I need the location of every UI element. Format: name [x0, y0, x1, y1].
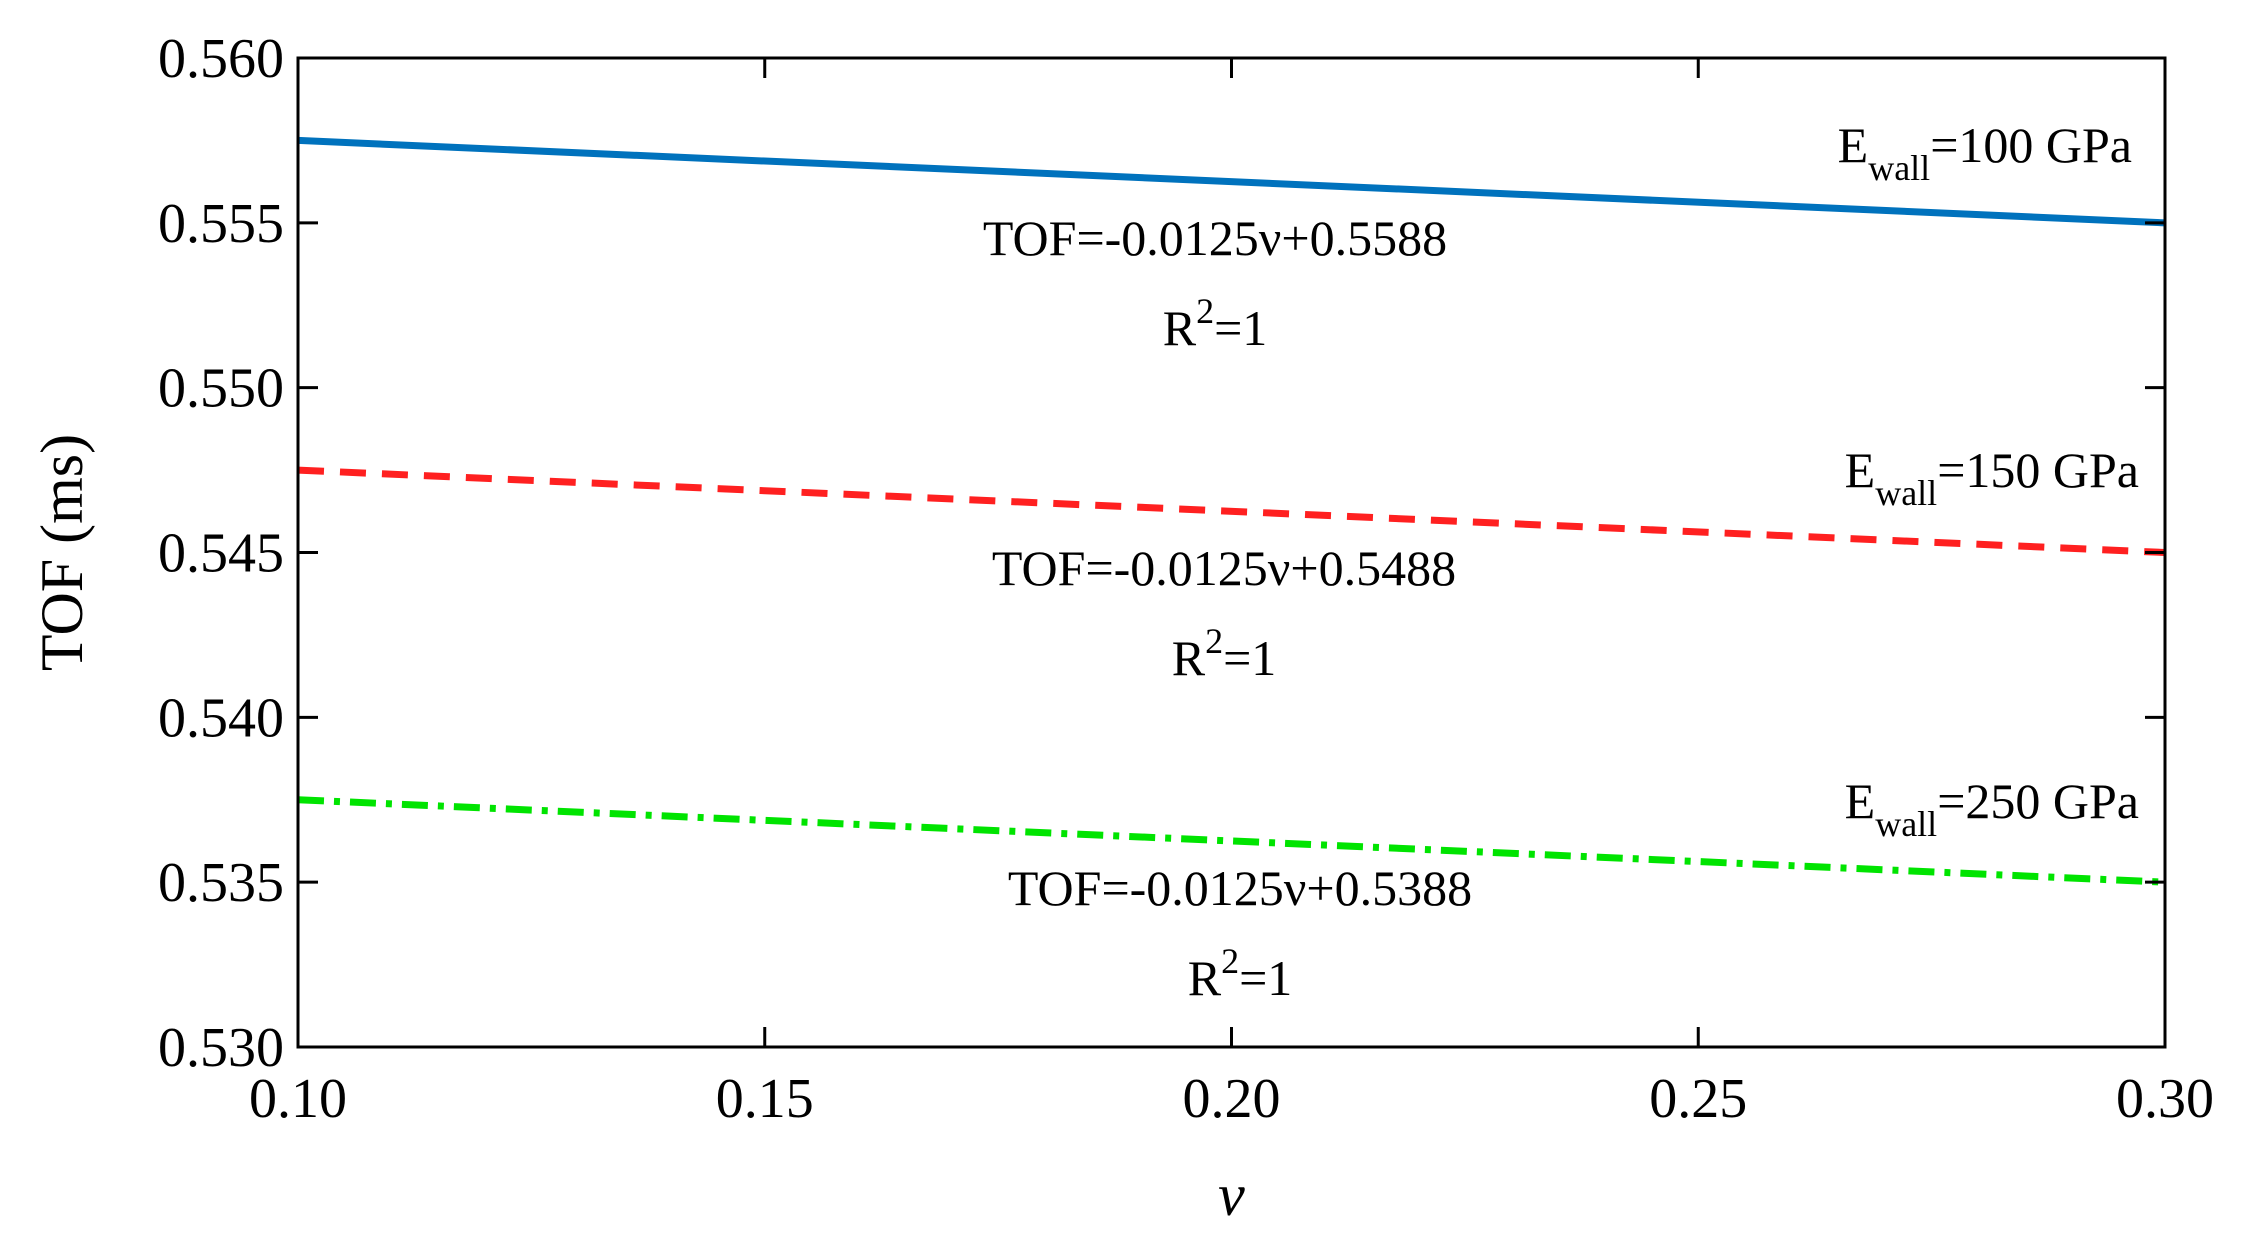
r-squared-suffix: =1 [1214, 300, 1267, 356]
y-tick-label: 0.545 [158, 523, 284, 585]
x-tick-label: 0.10 [249, 1068, 347, 1130]
series-label-3: Ewall=250 GPa [1845, 773, 2139, 844]
r-squared-sup: 2 [1221, 941, 1239, 981]
r-squared-prefix: R [1172, 630, 1206, 686]
y-tick-label: 0.540 [158, 687, 284, 749]
series-line-2 [297, 466, 2166, 556]
x-tick-label: 0.20 [1183, 1068, 1281, 1130]
annotation-layer: Ewall=100 GPaTOF=-0.0125ν+0.5588R2=1Ewal… [983, 117, 2139, 1006]
equation-label-3: TOF=-0.0125ν+0.5388 [1008, 860, 1472, 916]
r-squared-prefix: R [1188, 950, 1222, 1006]
x-tick-label: 0.25 [1649, 1068, 1747, 1130]
r-squared-label-2: R2=1 [1172, 621, 1277, 686]
r-squared-suffix: =1 [1239, 950, 1292, 1006]
series-label-1: Ewall=100 GPa [1838, 117, 2132, 188]
r-squared-sup: 2 [1205, 621, 1223, 661]
axes-layer: 0.10 0.15 0.20 0.25 0.30 0.530 0.535 0.540 0.545… [29, 28, 2214, 1228]
series-label-value: =150 GPa [1937, 442, 2139, 498]
y-axis-title: TOF (ms) [29, 434, 95, 671]
series-label-2: Ewall=150 GPa [1845, 442, 2139, 513]
equation-label-2: TOF=-0.0125ν+0.5488 [992, 540, 1456, 596]
x-axis-title: ν [1218, 1162, 1245, 1228]
r-squared-label-1: R2=1 [1163, 291, 1268, 356]
x-tick-label: 0.30 [2116, 1068, 2214, 1130]
r-squared-prefix: R [1163, 300, 1197, 356]
series-label-sub: wall [1875, 473, 1937, 513]
y-tick-label: 0.530 [158, 1017, 284, 1079]
series-label-value: =100 GPa [1930, 117, 2132, 173]
y-tick-label: 0.555 [158, 193, 284, 255]
series-label-value: =250 GPa [1937, 773, 2139, 829]
series-label-main: E [1845, 442, 1876, 498]
series-line-1 [297, 136, 2166, 227]
r-squared-label-3: R2=1 [1188, 941, 1293, 1006]
series-label-main: E [1838, 117, 1869, 173]
series-label-main: E [1845, 773, 1876, 829]
series-layer [297, 136, 2166, 886]
equation-label-1: TOF=-0.0125ν+0.5588 [983, 210, 1447, 266]
r-squared-suffix: =1 [1223, 630, 1276, 686]
series-label-sub: wall [1868, 148, 1930, 188]
series-label-sub: wall [1875, 804, 1937, 844]
r-squared-sup: 2 [1196, 291, 1214, 331]
y-tick-label: 0.535 [158, 852, 284, 914]
y-tick-label: 0.560 [158, 28, 284, 90]
x-tick-label: 0.15 [716, 1068, 814, 1130]
y-tick-label: 0.550 [158, 358, 284, 420]
